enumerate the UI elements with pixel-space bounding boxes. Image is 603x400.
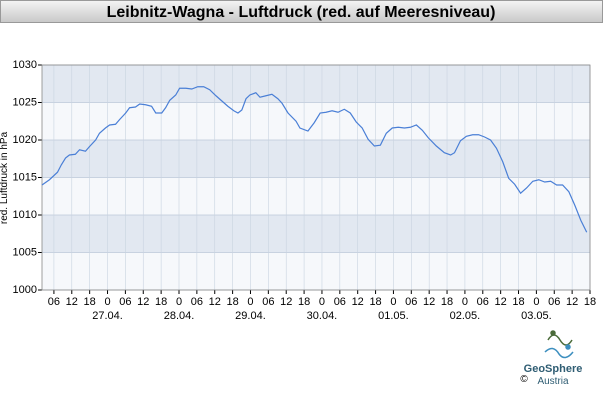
grid-band [42,215,590,253]
date-label: 02.05. [450,310,481,322]
x-tick-label: 06 [548,296,560,308]
date-label: 03.05. [521,310,552,322]
x-tick-label: 18 [369,296,381,308]
x-tick-label: 0 [247,296,253,308]
date-label: 01.05. [378,310,409,322]
date-label: 28.04. [164,310,195,322]
y-tick-label: 1005 [13,246,37,258]
grid-band [42,65,590,103]
x-tick-label: 18 [84,296,96,308]
y-tick-label: 1010 [13,209,37,221]
grid-band [42,140,590,178]
x-tick-label: 0 [176,296,182,308]
x-tick-label: 06 [262,296,274,308]
x-tick-label: 12 [209,296,221,308]
date-label: 30.04. [307,310,338,322]
x-tick-label: 12 [280,296,292,308]
logo-icon [544,330,574,359]
x-tick-label: 06 [119,296,131,308]
data-line [41,86,588,233]
y-tick-label: 1020 [13,134,37,146]
x-tick-label: 12 [566,296,578,308]
x-tick-label: 0 [390,296,396,308]
chart-title: Leibnitz-Wagna - Luftdruck (red. auf Mee… [107,4,496,21]
logo-sub: Austria [537,376,569,387]
x-tick-label: 06 [334,296,346,308]
x-tick-label: 18 [155,296,167,308]
copyright: © [520,374,528,385]
x-tick-label: 12 [495,296,507,308]
logo: GeoSphere Austria © [520,330,583,387]
y-tick-label: 1030 [13,59,37,71]
x-tick-label: 0 [104,296,110,308]
x-tick-label: 06 [405,296,417,308]
x-tick-label: 06 [48,296,60,308]
x-tick-label: 0 [533,296,539,308]
x-tick-label: 12 [423,296,435,308]
y-tick-label: 1025 [13,96,37,108]
x-tick-label: 18 [226,296,238,308]
x-tick-label: 12 [352,296,364,308]
x-tick-label: 06 [191,296,203,308]
plot-border [41,64,591,291]
x-tick-label: 12 [66,296,78,308]
y-tick-label: 1015 [13,171,37,183]
x-tick-label: 0 [319,296,325,308]
logo-name: GeoSphere [524,363,583,375]
x-tick-label: 0 [462,296,468,308]
plot-area: 1000 1005 1010 1015 1020 1025 1030 06 12 18 0 06 12 1… [13,59,597,322]
date-label: 27.04. [92,310,123,322]
x-tick-label: 18 [441,296,453,308]
x-tick-label: 06 [477,296,489,308]
x-tick-label: 18 [512,296,524,308]
x-tick-label: 18 [584,296,596,308]
date-label: 29.04. [235,310,266,322]
x-tick-label: 18 [298,296,310,308]
y-axis-label: red. Luftdruck in hPa [0,131,10,224]
x-tick-label: 12 [137,296,149,308]
y-tick-label: 1000 [13,284,37,296]
